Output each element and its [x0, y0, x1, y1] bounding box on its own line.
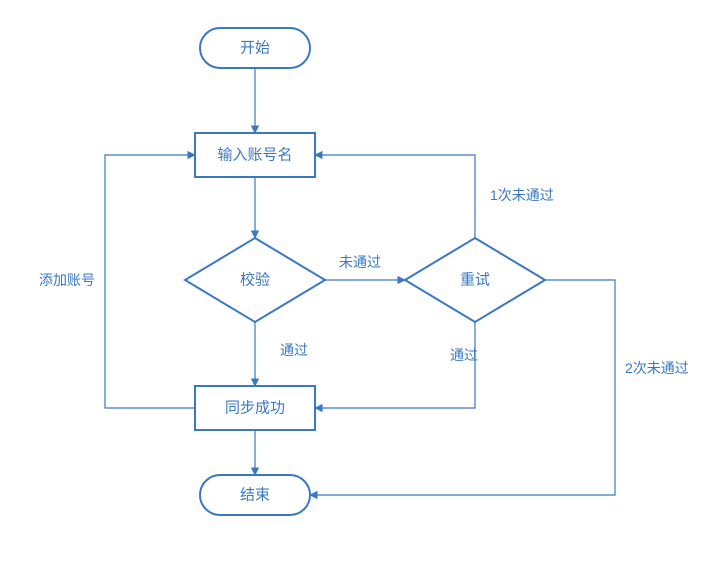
node-label-start: 开始 — [240, 40, 270, 57]
edge-label-retry-end: 2次未通过 — [625, 360, 689, 376]
edge-label-check-retry: 未通过 — [339, 254, 381, 270]
node-label-retry: 重试 — [460, 272, 490, 289]
edge-success-input — [105, 155, 195, 408]
node-label-check: 校验 — [240, 272, 270, 289]
edge-label-retry-success: 通过 — [450, 347, 478, 363]
edge-label-retry-input: 1次未通过 — [490, 187, 554, 203]
edge-label-success-input: 添加账号 — [39, 272, 95, 288]
edge-retry-success — [315, 322, 475, 408]
node-label-end: 结束 — [240, 487, 270, 504]
edge-label-check-success: 通过 — [280, 342, 308, 358]
flowchart: 通过 未通过 1次未通过通过 2次未通过 添加账号 开始输入账号名校验 重试同步成功结束 — [0, 0, 720, 579]
edge-retry-input — [315, 155, 475, 238]
node-label-input: 输入账号名 — [217, 147, 292, 164]
node-label-success: 同步成功 — [225, 400, 285, 417]
